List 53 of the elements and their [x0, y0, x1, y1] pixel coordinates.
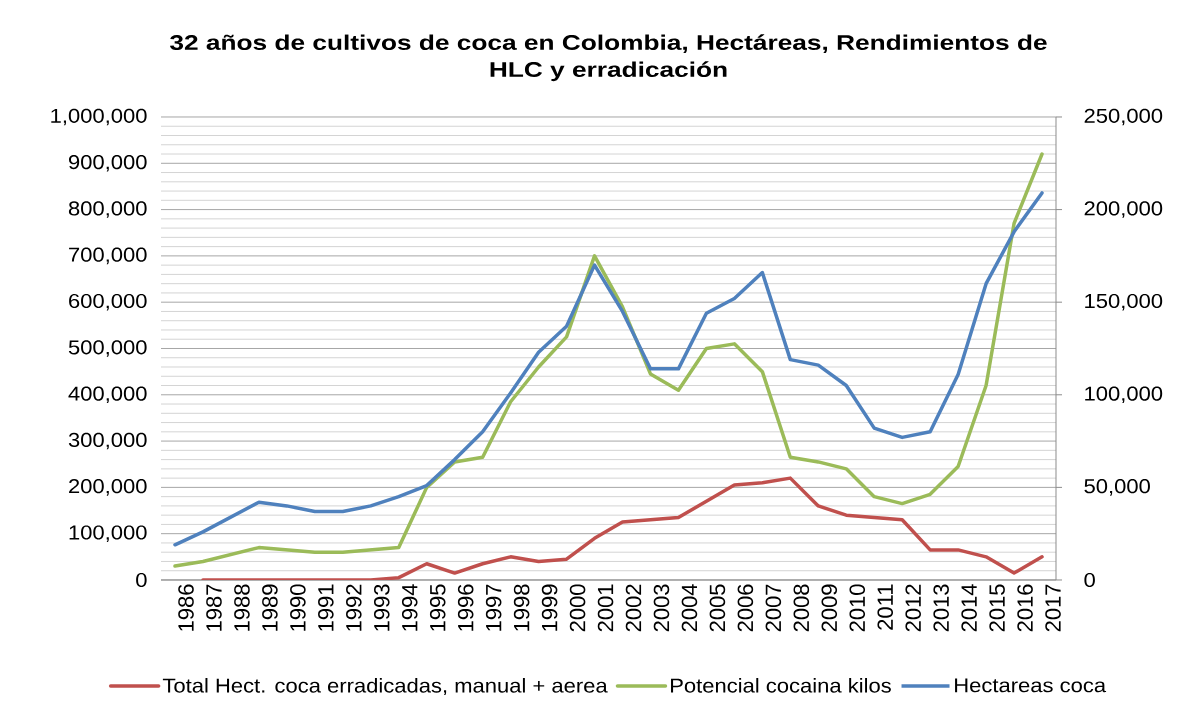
legend-label: Hectareas coca [955, 678, 1107, 693]
x-tick-label: 2011 [877, 584, 894, 630]
x-tick-label: 2017 [1045, 584, 1061, 632]
x-tick-label: 2012 [905, 584, 921, 632]
y-tick-label: 600,000 [69, 293, 147, 311]
x-tick-label: 1988 [234, 584, 250, 631]
x-tick-label: 1993 [373, 584, 390, 631]
x-tick-label: 1989 [262, 584, 278, 631]
x-tick-label: 2013 [933, 584, 949, 632]
y2-tick-label: 50,000 [1084, 479, 1150, 496]
x-tick-label: 1998 [513, 584, 530, 631]
legend-label: Potencial cocaina kilos [671, 678, 891, 693]
x-tick-label: 2006 [737, 584, 754, 632]
x-tick-label: 2008 [793, 584, 810, 632]
y-tick-label: 300,000 [68, 432, 147, 450]
y-tick-label: 200,000 [69, 479, 147, 496]
x-tick-label: 2005 [709, 584, 726, 632]
x-tick-label: 1996 [457, 584, 474, 631]
x-tick-label: 1991 [318, 584, 334, 631]
x-tick-label: 2009 [821, 584, 838, 632]
y-tick-label: 700,000 [69, 247, 147, 265]
y-tick-label: 800,000 [68, 201, 147, 218]
y-tick-label: 400,000 [68, 386, 147, 404]
y-tick-label: 100,000 [69, 525, 147, 542]
x-tick-label: 1999 [541, 584, 558, 631]
y2-tick-label: 200,000 [1084, 201, 1163, 218]
legend-label: Total Hect. coca erradicadas, manual + aerea [162, 678, 608, 696]
x-tick-label: 2007 [765, 584, 782, 632]
x-tick-label: 1997 [485, 584, 502, 631]
x-tick-label: 1992 [346, 584, 362, 631]
y2-tick-label: 0 [1084, 572, 1095, 588]
x-tick-label: 2004 [681, 584, 698, 632]
y2-tick-label: 250,000 [1084, 108, 1163, 126]
x-tick-label: 2010 [849, 584, 866, 632]
x-tick-label: 2016 [1017, 584, 1033, 632]
x-tick-label: 1995 [429, 584, 446, 631]
y-tick-label: 0 [136, 572, 147, 588]
x-tick-label: 2003 [653, 584, 670, 632]
x-tick-label: 2001 [597, 584, 614, 632]
chart-title: 32 años de cultivos de coca en Colombia, Hectáreas, Rendimientos de HLC y erradicación [170, 34, 1047, 82]
x-tick-label: 1990 [290, 584, 306, 631]
x-tick-label: 2015 [989, 584, 1005, 632]
y-tick-label: 500,000 [68, 340, 147, 357]
x-tick-label: 1987 [206, 584, 222, 631]
x-tick-label: 1994 [401, 584, 418, 631]
y-tick-label: 900,000 [69, 155, 147, 172]
x-tick-label: 2002 [625, 584, 642, 632]
x-tick-label: 1986 [178, 584, 194, 631]
x-tick-label: 2014 [961, 584, 977, 632]
y2-tick-label: 100,000 [1085, 386, 1163, 404]
x-tick-label: 2000 [569, 584, 586, 632]
y-tick-label: 1,000,000 [51, 108, 147, 126]
y2-tick-label: 150,000 [1085, 293, 1163, 311]
